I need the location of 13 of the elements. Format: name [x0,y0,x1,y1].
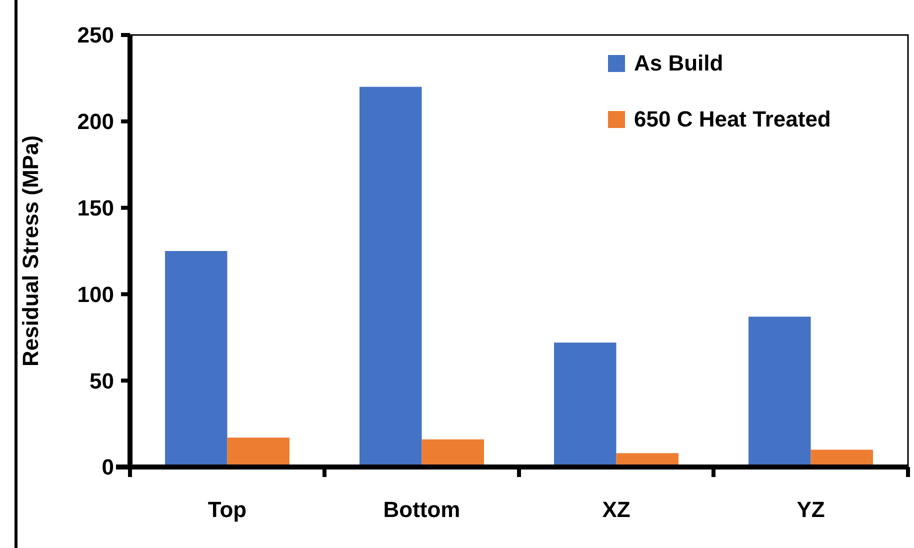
y-tick-label: 100 [77,282,114,307]
y-tick-label: 50 [90,368,114,394]
y-axis-title: Residual Stress (MPa) [18,135,43,367]
legend-label: As Build [634,50,724,76]
y-tick-label: 150 [77,196,114,220]
x-tick-label: Bottom [383,497,460,522]
y-tick-label: 200 [77,109,114,134]
x-tick-label: XZ [602,497,630,522]
x-tick-label: Top [208,497,247,522]
y-tick-label: 250 [77,22,114,48]
y-tick-label: 0 [102,454,114,480]
legend-label: 650 C Heat Treated [634,106,831,132]
x-tick-label: YZ [796,497,825,522]
